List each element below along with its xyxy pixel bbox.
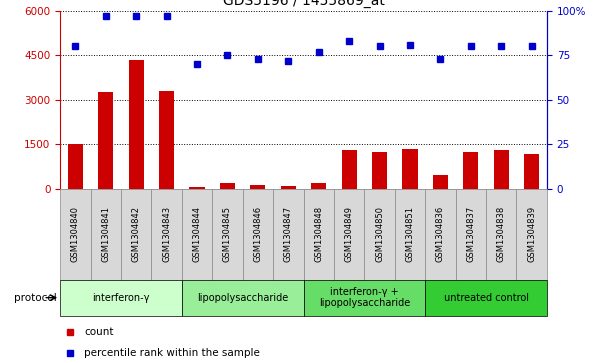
Bar xyxy=(182,189,212,280)
Bar xyxy=(189,187,204,189)
Title: GDS5196 / 1455869_at: GDS5196 / 1455869_at xyxy=(222,0,385,8)
Text: interferon-γ +
lipopolysaccharide: interferon-γ + lipopolysaccharide xyxy=(319,287,410,309)
Bar xyxy=(91,189,121,280)
Text: GSM1304843: GSM1304843 xyxy=(162,206,171,262)
Text: protocol: protocol xyxy=(14,293,57,303)
Bar xyxy=(273,189,304,280)
Text: GSM1304838: GSM1304838 xyxy=(497,206,506,262)
Bar xyxy=(334,189,364,280)
Text: percentile rank within the sample: percentile rank within the sample xyxy=(84,348,260,358)
Text: GSM1304848: GSM1304848 xyxy=(314,206,323,262)
Bar xyxy=(182,280,304,316)
Bar xyxy=(403,149,418,189)
Bar xyxy=(364,189,395,280)
Bar xyxy=(304,189,334,280)
Text: GSM1304847: GSM1304847 xyxy=(284,206,293,262)
Text: interferon-γ: interferon-γ xyxy=(92,293,150,303)
Bar xyxy=(456,189,486,280)
Bar xyxy=(372,152,387,189)
Bar xyxy=(433,175,448,189)
Text: GSM1304842: GSM1304842 xyxy=(132,206,141,262)
Bar xyxy=(281,186,296,189)
Bar xyxy=(121,189,151,280)
Bar xyxy=(250,185,266,189)
Bar xyxy=(524,154,539,189)
Bar xyxy=(516,189,547,280)
Bar xyxy=(159,91,174,189)
Bar xyxy=(151,189,182,280)
Text: GSM1304844: GSM1304844 xyxy=(192,206,201,262)
Bar xyxy=(426,280,547,316)
Bar xyxy=(395,189,426,280)
Text: GSM1304841: GSM1304841 xyxy=(101,206,110,262)
Text: untreated control: untreated control xyxy=(444,293,528,303)
Bar xyxy=(311,183,326,189)
Bar xyxy=(212,189,243,280)
Text: GSM1304839: GSM1304839 xyxy=(527,206,536,262)
Bar xyxy=(220,183,235,189)
Text: GSM1304850: GSM1304850 xyxy=(375,206,384,262)
Text: GSM1304849: GSM1304849 xyxy=(344,206,353,262)
Bar xyxy=(426,189,456,280)
Bar xyxy=(60,189,91,280)
Text: count: count xyxy=(84,327,114,337)
Text: GSM1304836: GSM1304836 xyxy=(436,206,445,262)
Text: GSM1304845: GSM1304845 xyxy=(223,206,232,262)
Bar xyxy=(304,280,426,316)
Text: GSM1304851: GSM1304851 xyxy=(406,206,415,262)
Bar xyxy=(463,152,478,189)
Bar xyxy=(60,280,182,316)
Bar xyxy=(129,60,144,189)
Text: lipopolysaccharide: lipopolysaccharide xyxy=(197,293,288,303)
Bar xyxy=(243,189,273,280)
Bar xyxy=(493,150,509,189)
Text: GSM1304840: GSM1304840 xyxy=(71,206,80,262)
Bar xyxy=(68,144,83,189)
Text: GSM1304846: GSM1304846 xyxy=(254,206,263,262)
Text: GSM1304837: GSM1304837 xyxy=(466,206,475,262)
Bar xyxy=(98,93,114,189)
Bar xyxy=(486,189,516,280)
Bar xyxy=(341,150,357,189)
